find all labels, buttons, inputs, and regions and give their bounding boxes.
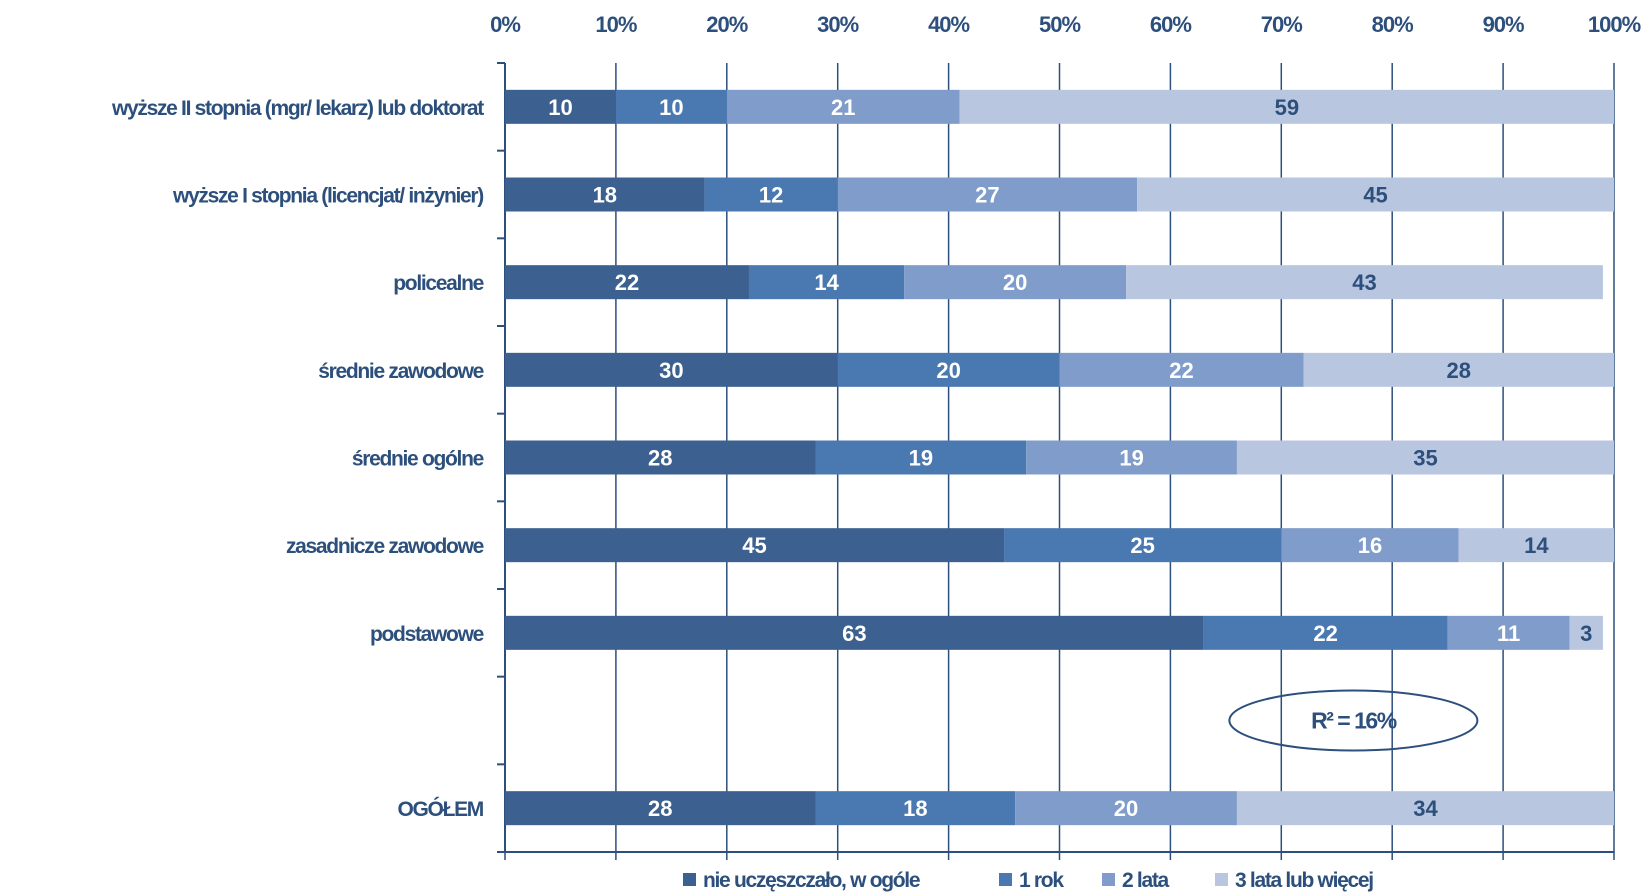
category-label: średnie ogólne <box>352 448 484 471</box>
bar-segment <box>837 177 1138 212</box>
x-tick-label: 40% <box>928 12 969 37</box>
data-label: 19 <box>1119 446 1143 471</box>
data-label: 45 <box>742 533 766 558</box>
bar-segment <box>505 177 705 212</box>
data-label: 28 <box>648 446 672 471</box>
bar-segment <box>1458 528 1614 563</box>
bar-segment <box>615 89 727 124</box>
legend-swatch <box>1215 873 1228 886</box>
data-label: 18 <box>903 796 927 821</box>
data-label: 12 <box>759 183 783 208</box>
bar-segment <box>1004 528 1282 563</box>
bar-segment <box>1303 352 1614 387</box>
data-label: 45 <box>1363 183 1387 208</box>
data-label: 19 <box>909 446 933 471</box>
data-label: 20 <box>1114 796 1138 821</box>
x-tick-label: 60% <box>1150 12 1191 37</box>
bar-segment <box>1447 615 1570 650</box>
x-tick-label: 90% <box>1483 12 1524 37</box>
data-label: 35 <box>1413 446 1437 471</box>
data-label: 22 <box>1313 621 1337 646</box>
x-tick-label: 70% <box>1261 12 1302 37</box>
bar-segment <box>815 440 1027 475</box>
x-tick-label: 10% <box>595 12 636 37</box>
bar-segment <box>1569 615 1603 650</box>
data-label: 43 <box>1352 270 1376 295</box>
x-tick-label: 0% <box>490 12 520 37</box>
annotation-label: R² = 16% <box>1311 708 1397 734</box>
legend-swatch <box>1102 873 1115 886</box>
bar-segment <box>748 265 905 300</box>
data-label: 63 <box>842 621 866 646</box>
data-label: 10 <box>548 95 572 120</box>
category-label: OGÓŁEM <box>397 797 483 821</box>
bar-segment <box>837 352 1060 387</box>
data-label: 59 <box>1275 95 1299 120</box>
bar-segment <box>815 791 1016 826</box>
x-tick-label: 80% <box>1372 12 1413 37</box>
bar-segment <box>726 89 960 124</box>
legend-swatch <box>683 873 696 886</box>
bar-segment <box>1236 440 1614 475</box>
bar-segment <box>505 265 749 300</box>
data-label: 34 <box>1413 796 1438 821</box>
bar-segment <box>505 528 1005 563</box>
bar-segment <box>1126 265 1603 300</box>
bar-segment <box>505 352 838 387</box>
bar-segment <box>1281 528 1459 563</box>
data-label: 25 <box>1130 533 1154 558</box>
category-label: średnie zawodowe <box>318 360 483 383</box>
data-label: 3 <box>1580 621 1592 646</box>
x-tick-label: 50% <box>1039 12 1080 37</box>
legend-swatch <box>999 873 1012 886</box>
x-tick-label: 30% <box>817 12 858 37</box>
data-label: 16 <box>1358 533 1382 558</box>
annotation-ellipse <box>1228 689 1479 752</box>
data-label: 28 <box>648 796 672 821</box>
bar-segment <box>1026 440 1237 475</box>
legend-label: 2 lata <box>1122 869 1170 892</box>
data-label: 20 <box>936 358 960 383</box>
data-label: 18 <box>593 183 617 208</box>
data-label: 11 <box>1497 621 1520 646</box>
category-label: zasadnicze zawodowe <box>286 535 484 558</box>
data-label: 28 <box>1446 358 1470 383</box>
data-label: 20 <box>1003 270 1027 295</box>
x-tick-label: 100% <box>1588 12 1641 37</box>
data-label: 14 <box>814 270 839 295</box>
category-label: wyższe II stopnia (mgr/ lekarz) lub dokt… <box>111 97 484 120</box>
legend-label: nie uczęszczało, w ogóle <box>703 869 920 892</box>
data-label: 27 <box>975 183 999 208</box>
bar-segment <box>505 791 816 826</box>
data-label: 14 <box>1524 533 1549 558</box>
data-label: 22 <box>615 270 639 295</box>
x-tick-label: 20% <box>706 12 747 37</box>
legend-label: 1 rok <box>1019 869 1064 892</box>
legend-label: 3 lata lub więcej <box>1235 869 1373 892</box>
bar-segment <box>704 177 838 212</box>
category-label: wyższe I stopnia (licencjat/ inżynier) <box>172 185 483 208</box>
data-label: 10 <box>659 95 683 120</box>
bar-segment <box>505 89 616 124</box>
bar-segment <box>904 265 1127 300</box>
bar-segment <box>1137 177 1614 212</box>
data-label: 21 <box>831 95 855 120</box>
bar-segment <box>959 89 1614 124</box>
bar-segment <box>1236 791 1614 826</box>
bar-segment <box>1059 352 1304 387</box>
category-label: podstawowe <box>370 623 484 646</box>
data-label: 30 <box>659 358 683 383</box>
bar-segment <box>505 440 816 475</box>
data-label: 22 <box>1169 358 1193 383</box>
bar-segment <box>505 615 1204 650</box>
bar-segment <box>1203 615 1448 650</box>
category-label: policealne <box>393 272 483 295</box>
bar-segment <box>1015 791 1237 826</box>
